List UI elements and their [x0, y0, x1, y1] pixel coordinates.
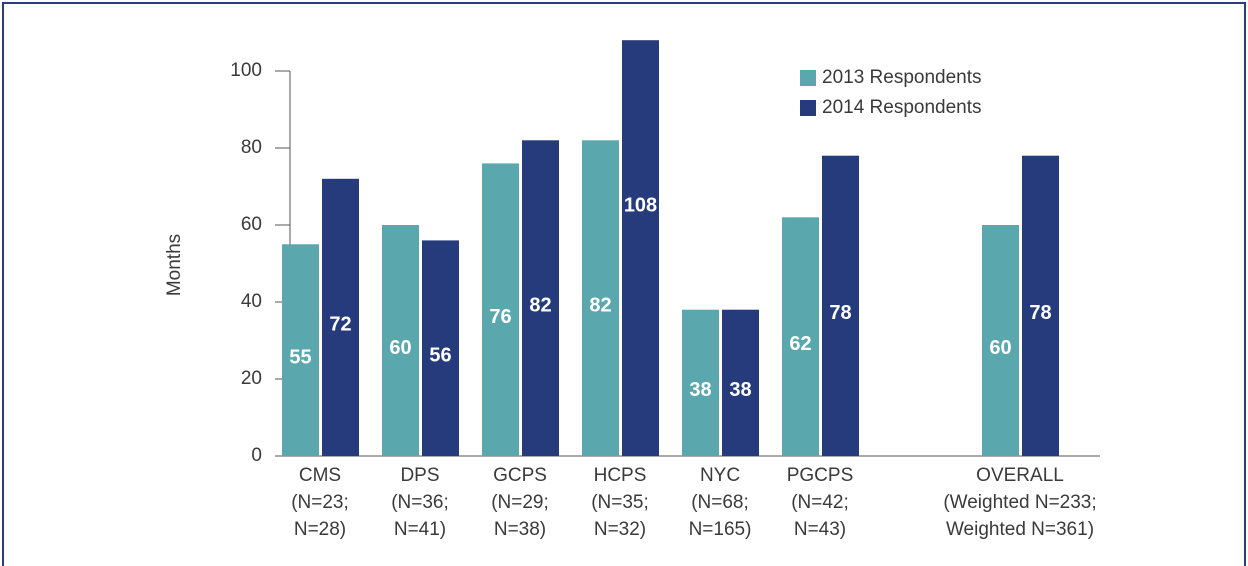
value-label: 60 [389, 337, 411, 359]
x-tick-label-line: N=28) [294, 519, 346, 540]
x-tick-label-line: GCPS [493, 465, 547, 486]
bar [322, 178, 359, 457]
x-tick-label-line: Weighted N=361) [946, 519, 1094, 540]
x-tick-label-line: (N=68; [691, 492, 749, 513]
y-tick-label: 40 [241, 291, 262, 312]
bar [1022, 155, 1059, 456]
value-label: 76 [489, 306, 511, 328]
x-tick-label-line: N=41) [394, 519, 446, 540]
y-tick-label: 20 [241, 368, 262, 389]
x-tick-label-line: (Weighted N=233; [943, 492, 1096, 513]
value-label: 38 [729, 379, 751, 401]
legend-label: 2013 Respondents [822, 67, 982, 88]
x-tick-label-line: N=38) [494, 519, 546, 540]
x-tick-label: PGCPS (N=42; N=43) [787, 465, 854, 540]
x-tick-label-line: (N=35; [591, 492, 649, 513]
x-tick-label: OVERALL (Weighted N=233; Weighted N=361) [943, 465, 1096, 540]
x-tick-label: HCPS (N=35; N=32) [591, 465, 649, 540]
x-tick-label-line: PGCPS [787, 465, 854, 486]
x-tick-label-line: DPS [400, 465, 439, 486]
x-tick-label-line: (N=29; [491, 492, 549, 513]
bar [422, 240, 459, 456]
bar [522, 140, 559, 457]
y-tick-label: 100 [230, 60, 262, 81]
y-tick-label: 80 [241, 137, 262, 158]
y-tick-label: 60 [241, 214, 262, 235]
x-tick-label-line: CMS [299, 465, 341, 486]
value-label: 72 [329, 314, 351, 336]
x-tick-label: NYC (N=68; N=165) [689, 465, 752, 540]
x-tick-label: DPS (N=36; N=41) [391, 465, 449, 540]
legend-label: 2014 Respondents [822, 97, 982, 118]
x-tick-label-line: (N=36; [391, 492, 449, 513]
bar [622, 40, 659, 456]
value-label: 55 [289, 346, 311, 368]
value-label: 56 [429, 344, 451, 366]
bar [282, 244, 319, 456]
value-label: 78 [1029, 302, 1051, 324]
x-tick-label-line: NYC [700, 465, 740, 486]
bar [722, 309, 759, 456]
bar [482, 163, 519, 456]
x-tick-label-line: N=43) [794, 519, 846, 540]
value-label: 62 [789, 333, 811, 355]
value-label: 108 [624, 194, 657, 216]
bar [822, 155, 859, 456]
x-tick-label-line: (N=23; [291, 492, 349, 513]
x-tick-label-line: N=165) [689, 519, 752, 540]
value-label: 82 [589, 294, 611, 316]
legend-swatch [800, 70, 816, 86]
bar [782, 217, 819, 456]
y-tick-label: 0 [251, 445, 262, 466]
bar [382, 225, 419, 456]
value-label: 82 [529, 294, 551, 316]
value-label: 38 [689, 379, 711, 401]
x-tick-label-line: (N=42; [791, 492, 849, 513]
legend-swatch [800, 100, 816, 116]
bar [682, 309, 719, 456]
value-label: 78 [829, 302, 851, 324]
x-tick-label-line: OVERALL [976, 465, 1064, 486]
x-tick-label-line: HCPS [594, 465, 647, 486]
x-tick-label-line: N=32) [594, 519, 646, 540]
x-tick-label: GCPS (N=29; N=38) [491, 465, 549, 540]
bar [582, 140, 619, 457]
x-tick-label: CMS (N=23; N=28) [291, 465, 349, 540]
value-label: 60 [989, 337, 1011, 359]
bar [982, 225, 1019, 456]
y-axis-label: Months [164, 234, 185, 296]
